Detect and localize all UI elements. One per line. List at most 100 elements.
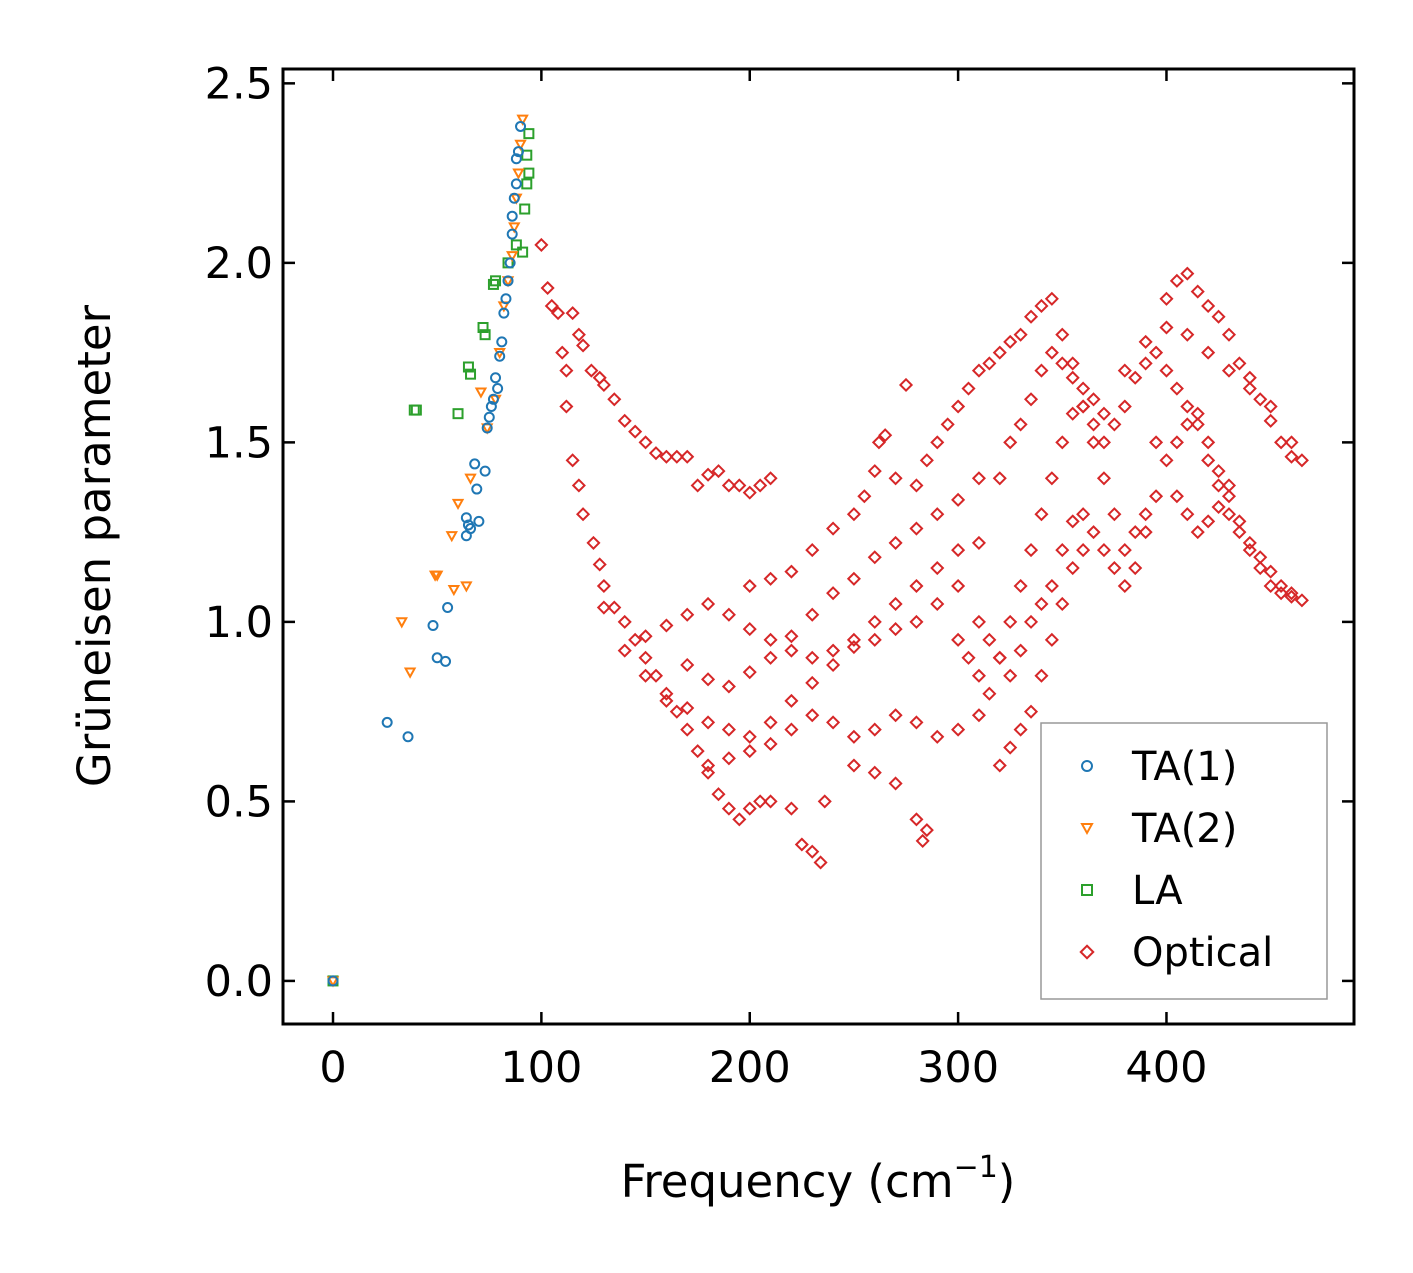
data-point: [1023, 704, 1039, 719]
data-point: [502, 275, 514, 287]
data-point: [638, 650, 653, 665]
data-point: [521, 178, 533, 190]
series-optical: [534, 237, 1309, 870]
data-point: [1221, 363, 1237, 378]
data-point: [1096, 543, 1112, 558]
data-point: [1055, 543, 1070, 558]
data-point: [410, 404, 422, 416]
data-point: [460, 581, 473, 593]
data-point: [951, 722, 966, 737]
data-point: [1242, 535, 1257, 550]
data-point: [930, 729, 945, 744]
legend-marker: [1080, 823, 1094, 836]
data-point: [1044, 578, 1059, 594]
data-point: [498, 307, 510, 319]
data-point: [1211, 478, 1226, 493]
y-tick-label: 2.5: [205, 59, 273, 109]
data-point: [648, 446, 664, 461]
data-point: [1065, 356, 1080, 371]
data-point: [669, 704, 684, 719]
legend-label: LA: [1132, 868, 1183, 914]
data-point: [1055, 596, 1070, 611]
data-point: [1065, 514, 1080, 529]
data-point: [909, 521, 924, 536]
data-point: [1034, 507, 1049, 522]
data-point: [951, 543, 966, 558]
data-point: [1284, 449, 1299, 464]
y-tick-label: 0.0: [205, 957, 273, 1007]
data-point: [1274, 578, 1289, 594]
data-point: [1065, 561, 1080, 576]
data-point: [1138, 507, 1153, 522]
data-point: [1117, 363, 1132, 378]
x-tick-label: 100: [500, 1043, 582, 1093]
data-point: [565, 306, 580, 321]
data-point: [1201, 435, 1216, 450]
data-point: [1023, 543, 1039, 558]
data-point: [971, 614, 986, 629]
data-point: [506, 251, 519, 263]
data-point: [805, 708, 820, 723]
data-point: [721, 478, 736, 493]
data-point: [940, 417, 955, 432]
data-point: [1003, 614, 1018, 629]
data-point: [496, 336, 508, 348]
data-point: [721, 751, 736, 766]
data-point: [483, 411, 495, 423]
data-point: [1159, 453, 1174, 468]
data-point: [506, 228, 518, 240]
data-point: [826, 715, 841, 730]
data-point: [909, 812, 924, 827]
data-point: [1003, 334, 1018, 349]
data-point: [465, 523, 477, 535]
data-point: [1201, 514, 1216, 529]
data-point: [1211, 309, 1226, 324]
data-point: [481, 422, 493, 434]
data-point: [1044, 291, 1059, 306]
data-point: [930, 435, 945, 450]
y-tick-label: 1.0: [205, 598, 273, 648]
data-point: [1107, 507, 1122, 522]
data-point: [462, 361, 474, 373]
data-point: [1096, 435, 1112, 450]
data-point: [846, 507, 861, 522]
data-point: [540, 280, 555, 296]
data-point: [813, 855, 828, 870]
data-point: [763, 632, 778, 647]
legend-label: Optical: [1132, 930, 1273, 976]
data-point: [571, 478, 586, 493]
data-point: [1149, 345, 1164, 360]
data-point: [846, 571, 861, 586]
data-point: [888, 776, 903, 791]
data-point: [1180, 417, 1195, 432]
data-point: [763, 471, 778, 486]
plot-frame: [281, 67, 1356, 1026]
data-point: [1169, 489, 1184, 504]
data-point: [1159, 363, 1174, 378]
data-marks: [326, 114, 1309, 988]
data-point: [1055, 435, 1070, 450]
data-point: [551, 306, 566, 321]
data-point: [1263, 413, 1278, 428]
data-point: [721, 722, 736, 737]
data-point: [1169, 273, 1184, 288]
data-point: [1190, 525, 1205, 540]
data-point: [1128, 561, 1143, 576]
data-point: [381, 716, 393, 728]
data-point: [1211, 464, 1226, 479]
data-point: [607, 600, 622, 615]
x-axis-label: Frequency (cm−1): [621, 1150, 1016, 1208]
data-point: [763, 571, 778, 586]
data-point: [1044, 345, 1059, 360]
data-point: [1232, 525, 1247, 540]
legend-entry: TA(2): [1080, 806, 1237, 852]
data-point: [805, 675, 820, 690]
data-point: [930, 507, 945, 522]
data-point: [474, 387, 488, 399]
data-point: [638, 629, 653, 644]
data-point: [826, 657, 841, 673]
data-point: [648, 668, 664, 683]
data-point: [1294, 453, 1309, 468]
data-point: [515, 120, 527, 132]
